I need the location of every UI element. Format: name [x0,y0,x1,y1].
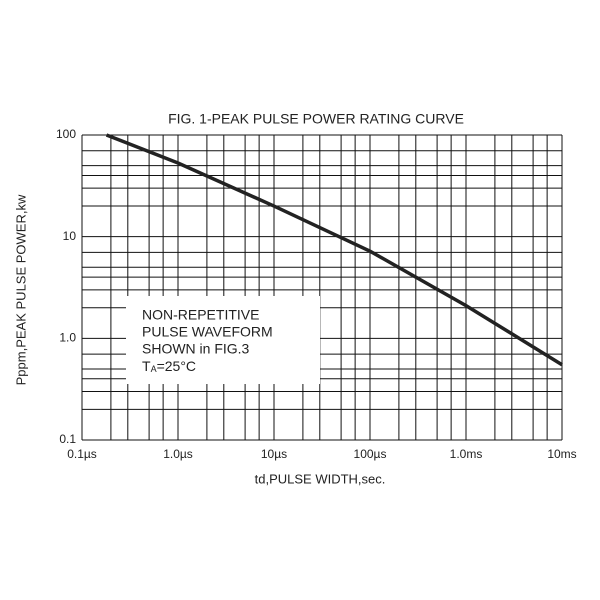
annotation-line: SHOWN in FIG.3 [142,341,250,357]
annotation-line: TA=25°C [142,358,196,375]
annotation-line: PULSE WAVEFORM [142,324,273,340]
annotation-text: =25°C [157,358,196,374]
annotation-box [126,296,320,384]
x-tick-label: 100µs [354,447,387,461]
line [105,133,563,367]
chart-title: FIG. 1-PEAK PULSE POWER RATING CURVE [168,111,464,127]
annotation-subscript: A [151,364,157,374]
x-tick-label: 10ms [547,447,576,461]
annotation-text: T [142,358,151,374]
x-tick-label: 0.1µs [67,447,97,461]
x-tick-label: 1.0µs [163,447,193,461]
y-tick-label: 1.0 [59,331,76,345]
y-tick-label: 100 [56,127,76,141]
x-axis-label: td,PULSE WIDTH,sec. [255,471,386,486]
x-tick-label: 1.0ms [450,447,483,461]
annotation-line: NON-REPETITIVE [142,307,259,323]
x-tick-label: 10µs [261,447,287,461]
y-axis-label: Pppm,PEAK PULSE POWER,kw [13,194,28,385]
y-tick-label: 0.1 [59,432,76,446]
y-tick-label: 10 [63,229,77,243]
